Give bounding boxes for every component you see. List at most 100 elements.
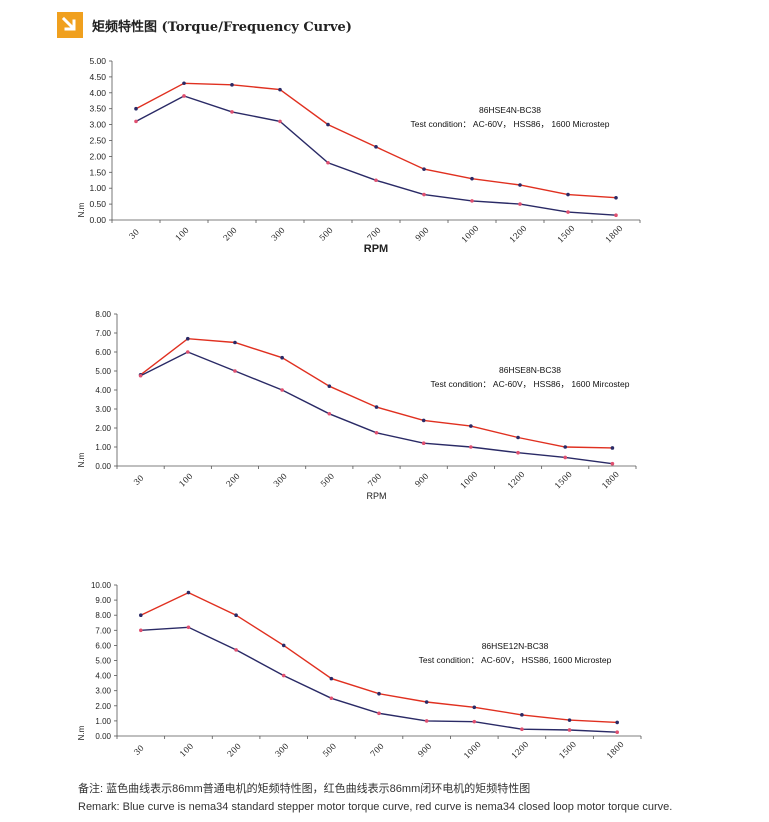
- chart-annotation: 86HSE8N-BC38: [499, 365, 561, 375]
- chart-annotation: Test condition： AC-60V， HSS86， 1600 Micr…: [411, 119, 610, 129]
- red-data-point: [469, 424, 473, 428]
- blue-data-point: [470, 199, 474, 203]
- blue-data-point: [377, 711, 381, 716]
- chart-86hse8n-svg: 0.00 1.00 2.00 3.00 4.00 5.00 6.00 7.00 8.00 30 10…: [77, 310, 637, 501]
- red-data-point: [233, 340, 237, 345]
- blue-series-line: [135, 95, 617, 216]
- x-tick-label: 1500: [553, 470, 574, 491]
- x-tick-label: 1000: [460, 224, 481, 245]
- x-tick-label: 1500: [557, 740, 578, 761]
- x-tick-label: 200: [222, 226, 239, 243]
- x-tick-label: 500: [319, 472, 336, 489]
- x-tick-label: 1200: [510, 740, 531, 761]
- blue-data-point: [516, 450, 520, 455]
- y-tick-label: 6.00: [95, 641, 111, 650]
- x-axis-label: RPM: [367, 491, 387, 501]
- x-tick-label: 1200: [508, 224, 529, 245]
- y-tick-label: 4.00: [89, 88, 106, 98]
- blue-data-point: [329, 696, 334, 701]
- red-data-point: [329, 676, 334, 681]
- y-tick-label: 4.00: [95, 672, 111, 681]
- red-data-point: [185, 336, 190, 341]
- blue-data-point: [134, 119, 138, 124]
- red-data-point: [134, 106, 138, 111]
- x-tick-label: 1800: [604, 224, 625, 245]
- remark-english: Remark: Blue curve is nema34 standard st…: [78, 801, 673, 813]
- red-data-point: [567, 718, 572, 722]
- y-tick-label: 7.00: [95, 329, 111, 338]
- x-tick-label: 100: [174, 226, 191, 243]
- y-tick-label: 10.00: [91, 581, 112, 590]
- red-data-point: [280, 355, 284, 360]
- red-data-point: [234, 613, 238, 617]
- blue-data-point: [327, 411, 332, 416]
- x-tick-label: 30: [132, 743, 146, 757]
- y-tick-label: 1.50: [89, 167, 106, 177]
- red-data-point: [182, 81, 186, 86]
- y-tick-label: 2.50: [89, 136, 106, 146]
- y-tick-label: 5.00: [95, 657, 111, 666]
- x-tick-label: 700: [366, 226, 383, 243]
- x-tick-label: 900: [414, 226, 431, 243]
- header: 矩频特性图 (Torque/Frequency Curve): [57, 12, 352, 38]
- red-data-point: [518, 183, 522, 187]
- x-tick-label: 300: [273, 742, 290, 759]
- y-tick-label: 2.00: [89, 151, 106, 161]
- red-data-point: [377, 691, 381, 696]
- y-tick-label: 1.00: [95, 443, 111, 452]
- page-title: 矩频特性图 (Torque/Frequency Curve): [92, 19, 352, 35]
- blue-data-point: [566, 210, 570, 214]
- red-data-point: [563, 445, 568, 449]
- x-tick-label: 1200: [506, 470, 527, 491]
- chart-annotation: Test condition： AC-60V， HSS86， 1600 Mirc…: [431, 379, 630, 389]
- x-tick-label: 500: [318, 226, 335, 243]
- x-tick-label: 900: [416, 742, 433, 759]
- red-data-point: [421, 418, 426, 423]
- y-tick-label: 9.00: [95, 596, 111, 605]
- down-right-arrow-icon: [57, 12, 83, 38]
- blue-data-point: [520, 727, 524, 732]
- x-tick-label: 200: [226, 742, 243, 759]
- x-tick-label: 1000: [459, 470, 480, 491]
- blue-data-point: [518, 202, 522, 206]
- red-data-point: [326, 122, 330, 127]
- chart-annotation: 86HSE12N-BC38: [482, 641, 549, 651]
- chart-annotation: Test condition： AC-60V， HSS86, 1600 Micr…: [419, 655, 612, 665]
- y-tick-label: 5.00: [89, 56, 106, 66]
- y-tick-label: 3.00: [95, 405, 111, 414]
- red-data-point: [374, 405, 379, 409]
- x-tick-label: 500: [321, 742, 338, 759]
- y-tick-label: 7.00: [95, 626, 111, 635]
- blue-data-point: [422, 192, 426, 197]
- red-data-point: [566, 192, 570, 197]
- blue-data-point: [233, 369, 237, 373]
- chart-86hse12n-svg: 0.00 1.00 2.00 3.00 4.00 5.00 6.00 7.00 8.00 9.00…: [77, 581, 642, 761]
- x-tick-label: 1800: [600, 470, 621, 491]
- blue-data-point: [230, 110, 234, 114]
- blue-data-point: [278, 119, 282, 124]
- red-data-point: [424, 700, 429, 704]
- blue-data-point: [281, 673, 286, 678]
- blue-data-point: [563, 455, 568, 460]
- chart-86hse4n-svg: 0.00 0.50 1.00 1.50 2.00 2.50 3.00 3.50 4.00 4.50…: [77, 56, 641, 255]
- y-tick-label: 6.00: [95, 348, 111, 357]
- y-tick-label: 0.50: [89, 199, 106, 209]
- x-tick-label: 1000: [462, 740, 483, 761]
- blue-data-point: [182, 94, 186, 98]
- y-tick-label: 3.50: [89, 104, 106, 114]
- blue-data-point: [421, 441, 426, 445]
- y-tick-label: 1.00: [95, 717, 111, 726]
- blue-data-point: [610, 461, 615, 466]
- red-data-point: [186, 590, 191, 595]
- red-data-point: [281, 643, 286, 648]
- red-data-point: [139, 613, 143, 617]
- blue-data-point: [567, 728, 572, 732]
- x-tick-label: 700: [369, 742, 386, 759]
- red-data-point: [610, 446, 615, 450]
- blue-data-point: [469, 445, 473, 449]
- blue-data-point: [374, 178, 378, 183]
- red-data-point: [470, 176, 474, 181]
- x-tick-label: 30: [127, 227, 141, 241]
- red-data-point: [374, 145, 378, 149]
- x-tick-label: 1500: [556, 224, 577, 245]
